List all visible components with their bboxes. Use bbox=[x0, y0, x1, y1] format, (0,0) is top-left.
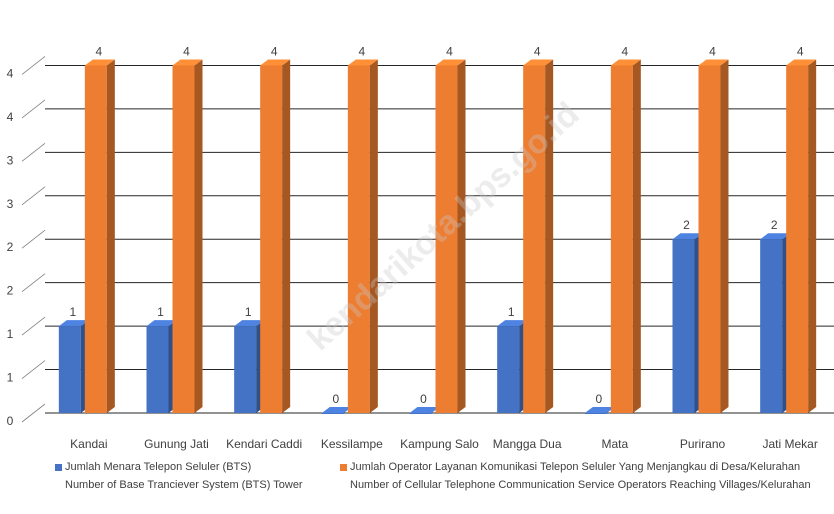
legend-label-1-en: Number of Base Tranciever System (BTS) T… bbox=[65, 479, 303, 491]
x-category-label: Kandai bbox=[70, 437, 107, 451]
x-category-label: Purirano bbox=[680, 437, 726, 451]
bar bbox=[435, 59, 466, 413]
bar bbox=[172, 59, 203, 413]
axis-depth-line bbox=[21, 360, 46, 379]
legend-swatch-operators bbox=[340, 463, 347, 471]
x-category-label: Jati Mekar bbox=[762, 437, 817, 451]
data-label: 4 bbox=[271, 44, 278, 58]
y-axis-ticks: 0 1 1 2 2 3 3 4 4 bbox=[7, 66, 14, 428]
data-label: 1 bbox=[508, 305, 515, 319]
bar bbox=[760, 233, 791, 413]
axis-depth-line bbox=[21, 229, 46, 249]
bar bbox=[786, 59, 817, 413]
data-label: 2 bbox=[683, 218, 690, 232]
axis-depth-line bbox=[21, 403, 46, 423]
axis-depth-line bbox=[21, 56, 46, 75]
data-label: 4 bbox=[534, 44, 541, 58]
x-category-label: Kendari Caddi bbox=[226, 437, 302, 451]
axis-depth-line bbox=[21, 143, 46, 162]
legend-swatch-bts bbox=[55, 463, 62, 471]
bar bbox=[409, 407, 440, 414]
bars: 1 4 1 4 1 4 0 4 0 4 1 4 0 4 2 4 2 4 bbox=[58, 44, 817, 414]
y-tick-label: 0 bbox=[7, 414, 14, 428]
x-category-label: Gunung Jati bbox=[144, 437, 209, 451]
data-label: 4 bbox=[358, 44, 365, 58]
data-label: 2 bbox=[771, 218, 778, 232]
bar bbox=[497, 320, 528, 413]
axis-depth-line bbox=[21, 99, 46, 119]
legend-label-2: Jumlah Operator Layanan Komunikasi Telep… bbox=[350, 461, 801, 473]
y-tick-label: 1 bbox=[7, 371, 14, 385]
bar bbox=[84, 59, 115, 413]
data-label: 1 bbox=[157, 305, 164, 319]
axis-depth-line bbox=[21, 273, 46, 292]
x-axis-categories: Kandai Gunung Jati Kendari Caddi Kessilampe… bbox=[70, 437, 818, 451]
bar bbox=[321, 407, 352, 414]
y-tick-label: 3 bbox=[7, 197, 14, 211]
data-label: 4 bbox=[709, 44, 716, 58]
bar bbox=[523, 59, 554, 413]
y-tick-label: 4 bbox=[7, 66, 14, 80]
legend-series-1: Jumlah Menara Telepon Seluler (BTS) Numb… bbox=[55, 458, 303, 494]
axis-depth-line bbox=[21, 316, 46, 336]
data-label: 4 bbox=[797, 44, 804, 58]
legend-label-2-en: Number of Cellular Telephone Communicati… bbox=[350, 479, 811, 491]
bar bbox=[260, 59, 291, 413]
bar bbox=[698, 59, 729, 413]
bar bbox=[234, 320, 265, 413]
data-label: 4 bbox=[621, 44, 628, 58]
data-label: 0 bbox=[595, 392, 602, 406]
bar bbox=[58, 320, 89, 413]
bar bbox=[672, 233, 703, 413]
data-label: 1 bbox=[245, 305, 252, 319]
x-category-label: Kampung Salo bbox=[400, 437, 479, 451]
legend-series-2: Jumlah Operator Layanan Komunikasi Telep… bbox=[340, 458, 811, 494]
y-tick-label: 1 bbox=[7, 327, 14, 341]
bar bbox=[347, 59, 378, 413]
x-category-label: Kessilampe bbox=[321, 437, 383, 451]
y-tick-label: 2 bbox=[7, 240, 14, 254]
y-tick-label: 2 bbox=[7, 284, 14, 298]
bar bbox=[584, 407, 615, 414]
bar bbox=[610, 59, 641, 413]
axis-depth-line bbox=[21, 186, 46, 206]
legend-label-1: Jumlah Menara Telepon Seluler (BTS) bbox=[65, 461, 252, 473]
data-label: 4 bbox=[183, 44, 190, 58]
bar bbox=[146, 320, 177, 413]
y-tick-label: 3 bbox=[7, 153, 14, 167]
y-tick-label: 4 bbox=[7, 110, 14, 124]
data-label: 0 bbox=[420, 392, 427, 406]
data-label: 4 bbox=[446, 44, 453, 58]
x-category-label: Mangga Dua bbox=[493, 437, 562, 451]
data-label: 4 bbox=[95, 44, 102, 58]
data-label: 0 bbox=[332, 392, 339, 406]
x-category-label: Mata bbox=[601, 437, 628, 451]
data-label: 1 bbox=[69, 305, 76, 319]
